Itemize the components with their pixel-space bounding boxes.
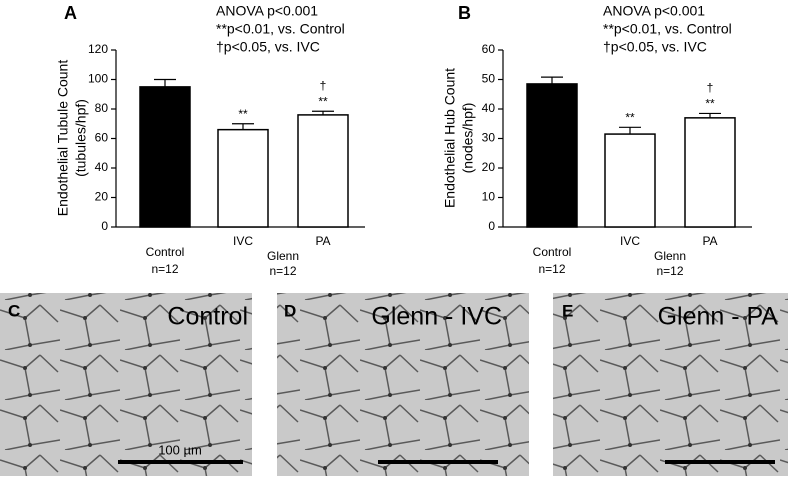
y-tick-label: 80 bbox=[95, 101, 109, 115]
micrograph bbox=[553, 293, 788, 476]
x-tick-label: IVC bbox=[620, 234, 640, 248]
panel-letter: D bbox=[284, 301, 296, 320]
panel-letter: C bbox=[8, 301, 20, 320]
y-tick-label: 60 bbox=[482, 42, 496, 56]
y-tick-label: 100 bbox=[88, 72, 108, 86]
y-tick-label: 50 bbox=[482, 72, 496, 86]
group-label: n=12 bbox=[269, 264, 296, 278]
y-axis-label: Endothelial Hub Count bbox=[442, 68, 458, 208]
group-label: n=12 bbox=[538, 262, 565, 276]
group-label: Glenn bbox=[267, 249, 299, 263]
panel-letter: A bbox=[64, 3, 77, 23]
micrograph-title: Control bbox=[167, 303, 248, 331]
annotation: ANOVA p<0.001 bbox=[603, 3, 705, 19]
y-tick-label: 40 bbox=[482, 101, 496, 115]
x-tick-label: PA bbox=[702, 234, 717, 248]
y-tick-label: 0 bbox=[488, 219, 495, 233]
micrograph bbox=[0, 293, 252, 476]
x-tick-label: Control bbox=[533, 245, 572, 259]
panel-letter: E bbox=[562, 301, 573, 320]
significance-marker: ** bbox=[318, 94, 328, 108]
bar bbox=[217, 128, 269, 228]
annotation: †p<0.05, vs. IVC bbox=[216, 39, 320, 55]
significance-marker: † bbox=[707, 81, 714, 95]
y-tick-label: 20 bbox=[95, 190, 109, 204]
significance-marker: ** bbox=[238, 107, 248, 121]
annotation: **p<0.01, vs. Control bbox=[603, 21, 732, 37]
significance-marker: ** bbox=[625, 110, 635, 124]
x-tick-label: IVC bbox=[233, 234, 253, 248]
y-tick-label: 10 bbox=[482, 190, 496, 204]
bar bbox=[684, 117, 736, 228]
annotation: ANOVA p<0.001 bbox=[216, 3, 318, 19]
y-axis-label: Endothelial Tubule Count bbox=[55, 60, 71, 217]
annotation: **p<0.01, vs. Control bbox=[216, 21, 345, 37]
y-axis-label: (tubules/hpf) bbox=[73, 99, 89, 177]
y-tick-label: 60 bbox=[95, 131, 109, 145]
group-label: n=12 bbox=[656, 264, 683, 278]
x-tick-label: PA bbox=[315, 234, 330, 248]
y-axis-label: (nodes/hpf) bbox=[460, 103, 476, 174]
x-tick-label: Control bbox=[146, 245, 185, 259]
y-tick-label: 120 bbox=[88, 42, 108, 56]
significance-marker: ** bbox=[705, 97, 715, 111]
micrograph-title: Glenn - IVC bbox=[371, 303, 502, 331]
y-tick-label: 20 bbox=[482, 160, 496, 174]
y-tick-label: 0 bbox=[101, 219, 108, 233]
group-label: Glenn bbox=[654, 249, 686, 263]
y-tick-label: 40 bbox=[95, 160, 109, 174]
micrograph bbox=[277, 293, 529, 476]
significance-marker: † bbox=[320, 78, 327, 92]
bar bbox=[604, 133, 656, 228]
micrograph-title: Glenn - PA bbox=[658, 303, 779, 331]
bar bbox=[139, 86, 191, 228]
bar bbox=[526, 83, 578, 228]
panel-letter: B bbox=[458, 3, 471, 23]
annotation: †p<0.05, vs. IVC bbox=[603, 39, 707, 55]
scale-label: 100 µm bbox=[158, 442, 202, 457]
group-label: n=12 bbox=[151, 262, 178, 276]
bar bbox=[297, 114, 349, 228]
y-tick-label: 30 bbox=[482, 131, 496, 145]
